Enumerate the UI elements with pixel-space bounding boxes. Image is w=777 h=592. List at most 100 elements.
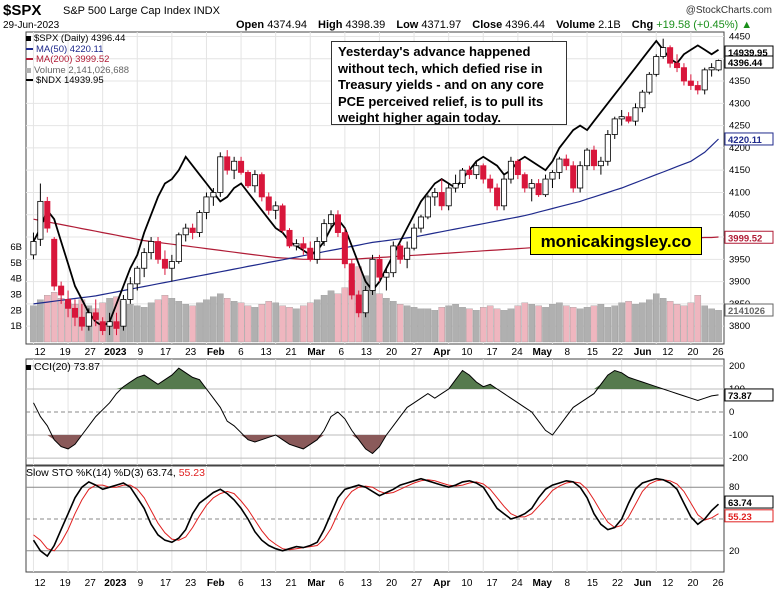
x-axis-label-top: 12 [34,347,46,358]
chg-up-arrow-icon: ▲ [741,19,753,31]
candle-body [438,192,445,207]
volume-bar [390,301,397,343]
volume-bar [500,310,508,343]
candle-body [238,160,245,173]
volume-bar [182,304,189,343]
candle-body [210,192,217,198]
volume-bar [507,308,515,343]
x-axis-label-top: 27 [411,347,423,358]
ma50-value-tag-box [724,132,774,146]
cci-tick-label: -200 [729,453,748,464]
candle-body [597,160,604,167]
candle-body [300,243,307,249]
symbol: $SPX [3,2,42,19]
volume-bar [286,307,293,343]
candle-body [411,227,418,249]
cci-line [33,367,719,455]
stoch-k-value-tag: 63.74 [728,498,752,509]
volume-bar [694,295,702,343]
volume-label: Volume [556,19,596,31]
candle-body [570,165,577,189]
x-axis-label-top: May [532,347,552,358]
candle-body [348,263,355,296]
candle-body [134,267,141,285]
x-axis-label-bottom: 22 [612,578,624,589]
x-axis-label-bottom: 26 [712,578,724,589]
candle-body [708,67,715,71]
volume-bar [597,304,605,343]
x-axis-label-top: 20 [687,347,699,358]
volume-bar [542,307,549,343]
low-label: Low [396,19,419,31]
x-axis-label-bottom: 23 [185,578,197,589]
x-axis-label-top: Jun [634,347,652,358]
x-axis-label-top: 8 [565,347,571,358]
volume-bar [37,299,44,343]
ohlc-readout: Open 4374.94 High 4398.39 Low 4371.97 Cl… [236,19,752,31]
volume-tick-label: 5B [10,258,22,269]
candle-body [646,73,653,93]
high-value: 4398.39 [345,19,386,31]
volume-bar [708,308,715,343]
x-axis-label-bottom: May [532,578,552,589]
price-tick-label: 3800 [729,321,750,332]
volume-bar [514,305,522,343]
commentary-callout: Yesterday's advance happened without tec… [331,41,567,125]
volume-bar [327,290,335,343]
x-axis-label-bottom: 6 [238,578,244,589]
volume-bar [528,304,535,343]
candle-body [680,67,687,82]
x-axis-label-bottom: 9 [138,578,144,589]
volume-bar [140,307,148,343]
x-axis-label-bottom: 13 [260,578,272,589]
candle-body [452,183,459,189]
volume-bar [431,310,439,343]
volume-bar [445,305,452,343]
candle-body [563,158,570,167]
volume-bar [569,307,577,343]
x-axis-label-top: 24 [512,347,524,358]
candle-body [148,241,155,254]
x-axis-label-top: 21 [286,347,298,358]
candle-body [480,165,487,180]
volume-bar [590,305,598,343]
volume-bar [376,293,383,343]
volume-bar [320,295,328,343]
volume-bar [563,305,570,343]
volume-bar [154,299,162,343]
x-axis-label-bottom: 6 [339,578,345,589]
candle-body [321,223,328,242]
low-value: 4371.97 [421,19,462,31]
volume-bar [306,302,314,343]
candle-body [673,62,681,69]
volume-tick-label: 3B [10,290,22,301]
volume-bar [30,305,37,343]
candle-body [327,214,335,225]
candle-body [355,294,362,314]
volume-bar [486,305,494,343]
x-axis-label-top: Mar [307,347,325,358]
cci-value-tag-box [724,388,774,402]
candle-body [231,160,238,171]
volume-bar [701,305,708,343]
candle-body [106,321,113,327]
x-axis-label-bottom: 27 [411,578,423,589]
candle-body [51,238,58,287]
volume-bar [223,298,231,343]
x-axis-label-bottom: 24 [512,578,524,589]
x-axis-label-bottom: 12 [662,578,674,589]
candle-body [473,165,480,176]
open-label: Open [236,19,265,31]
x-axis-label-top: 26 [712,347,724,358]
volume-bar [521,302,529,343]
volume-bar [217,293,224,343]
candle-body [542,178,549,196]
volume-bar [203,299,210,343]
stoch-tick-label: 80 [729,482,740,493]
candle-body [154,241,162,260]
candle-body [265,196,272,211]
volume-bar [632,304,639,343]
candle-body [37,200,44,240]
candle-body [556,158,563,173]
volume-bar [175,301,183,343]
